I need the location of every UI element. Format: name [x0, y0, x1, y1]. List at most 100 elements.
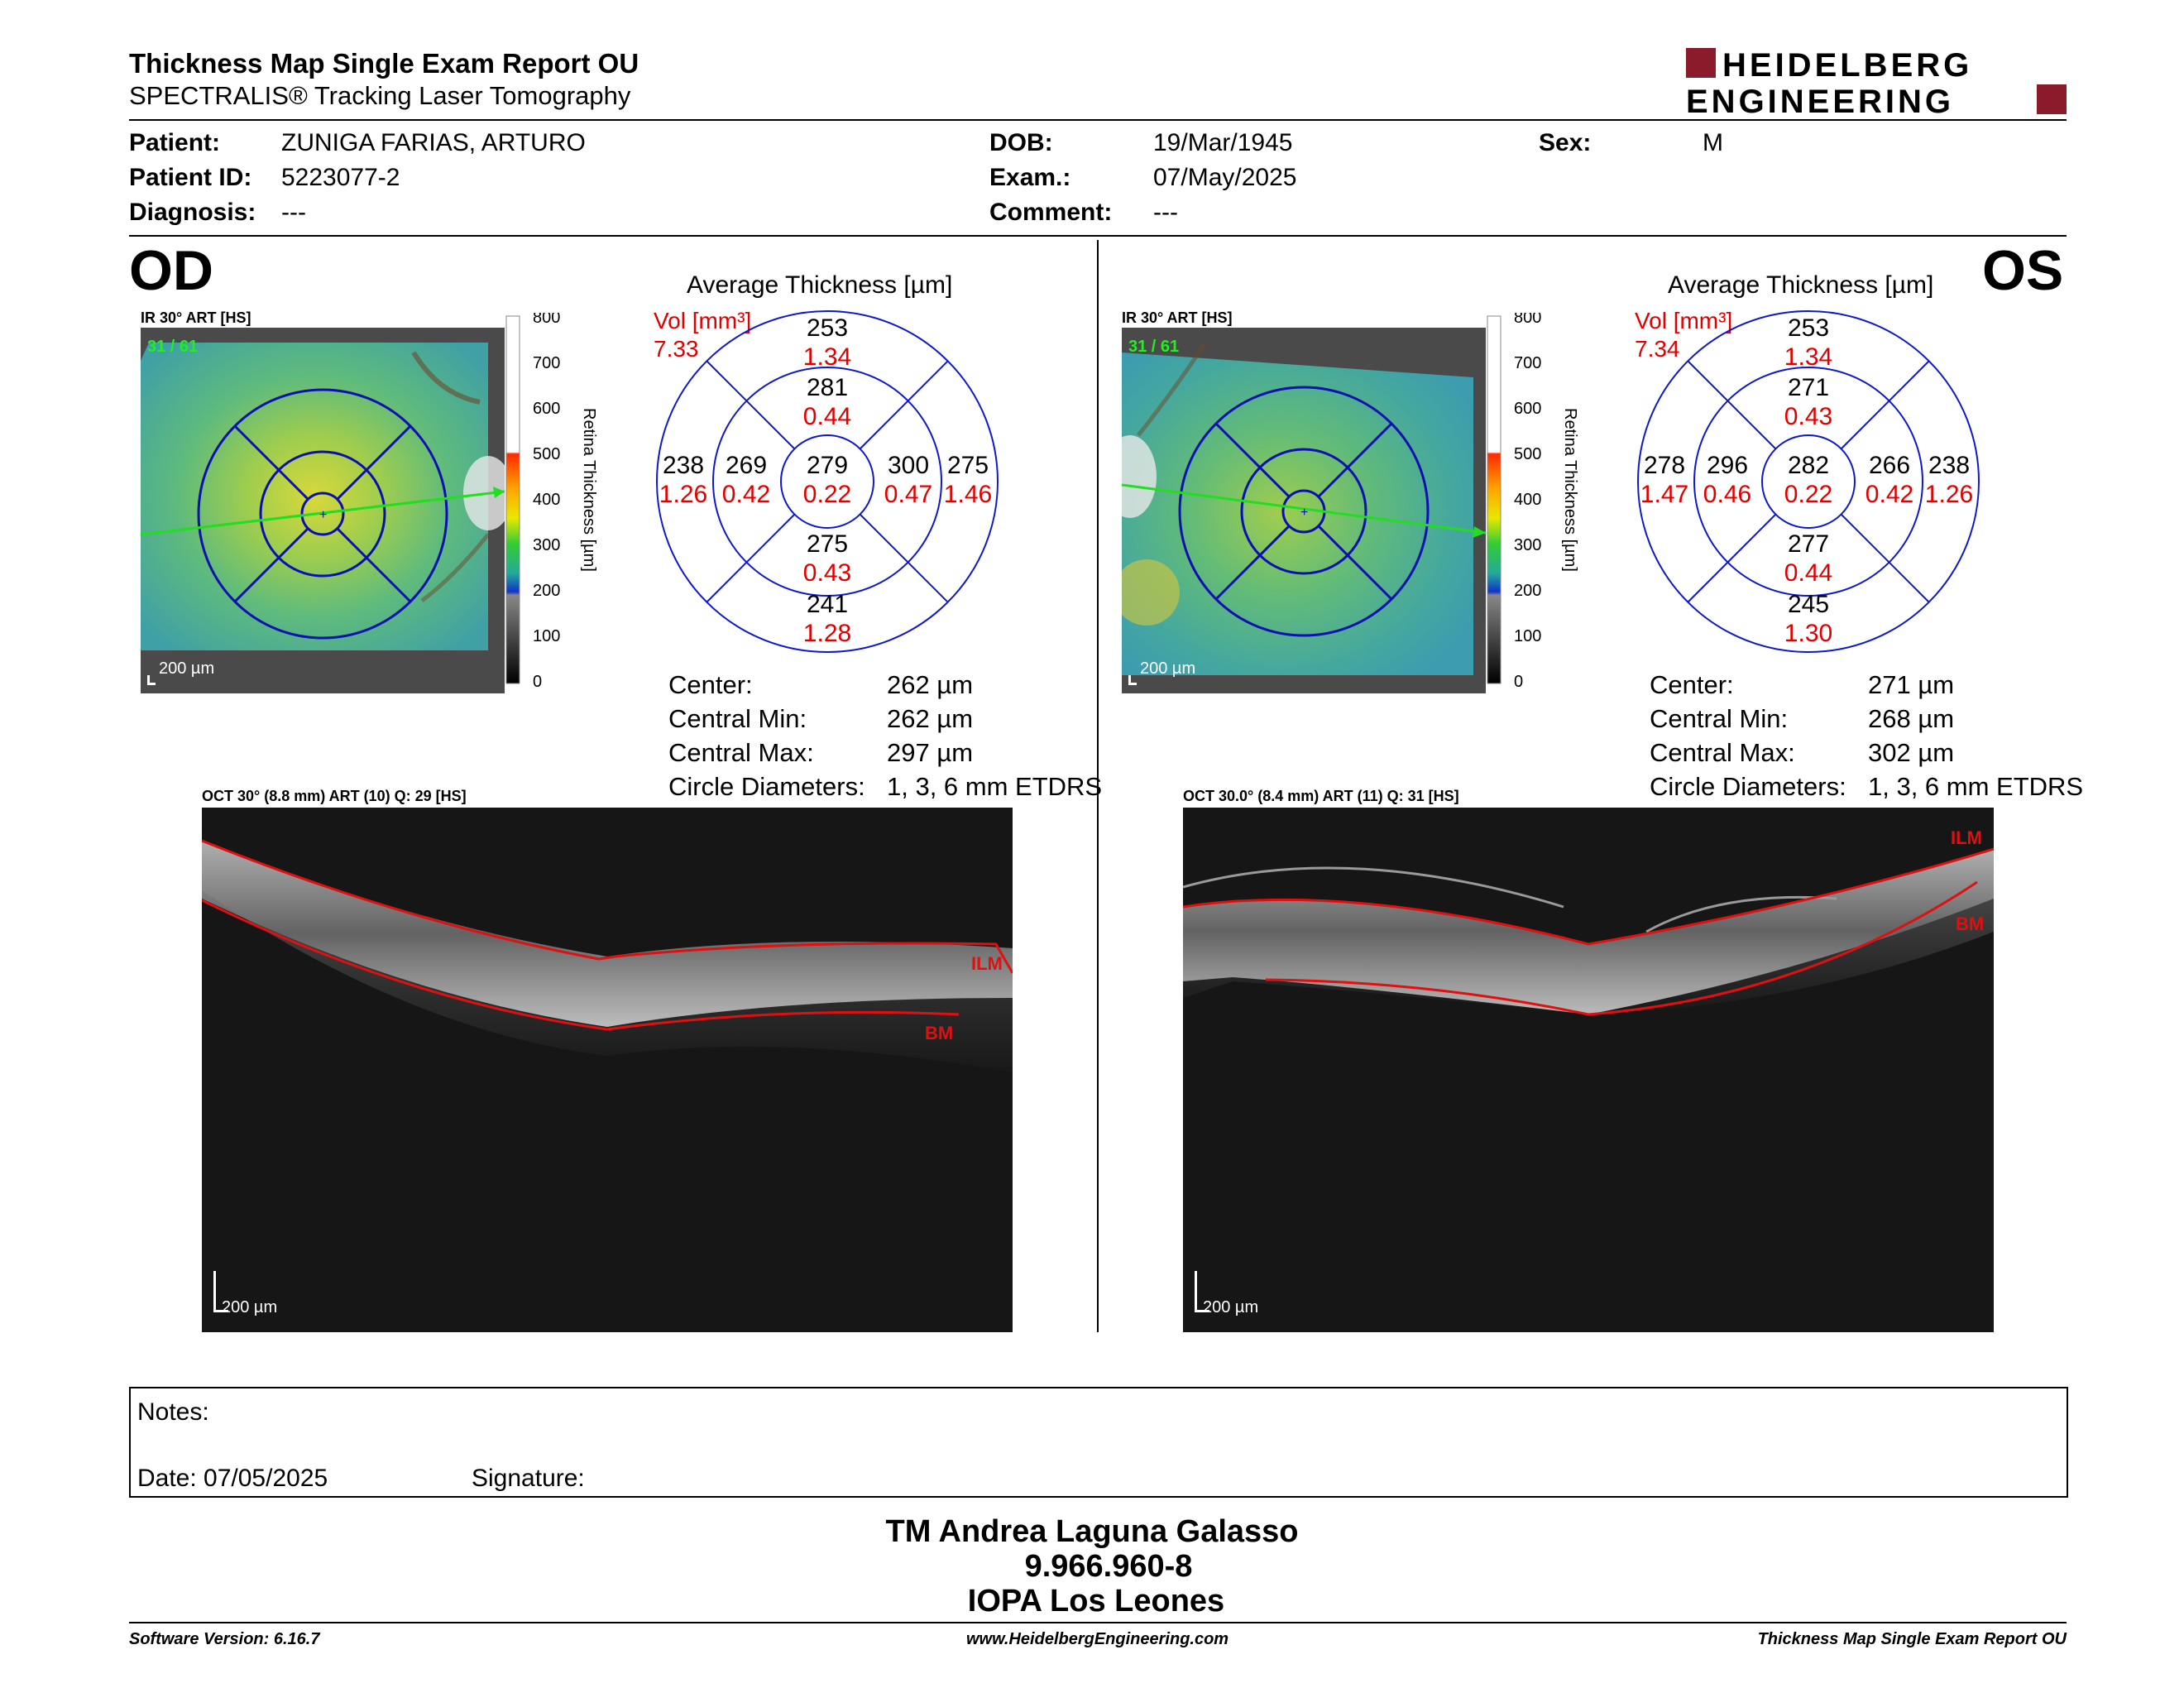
od-vol-value: 7.33 — [654, 336, 699, 362]
os-stat-value: 271 µm — [1868, 670, 1955, 699]
report-subtitle: SPECTRALIS® Tracking Laser Tomography — [129, 81, 631, 110]
od-center-vol: 0.22 — [803, 481, 851, 508]
os-vol-value: 7.34 — [1635, 336, 1680, 362]
software-version: Software Version: 6.16.7 — [129, 1630, 320, 1648]
notes-label: Notes: — [137, 1398, 209, 1426]
heidelberg-logo: HEIDELBERG ENGINEERING — [1686, 47, 2067, 116]
logo-text-1: HEIDELBERG — [1722, 47, 1972, 84]
od-outer-right-vol: 1.46 — [944, 481, 992, 508]
os-inner-sup-thk: 271 — [1788, 374, 1829, 401]
os-outer-right-thk: 238 — [1928, 452, 1970, 479]
os-colorbar: 800 700 600 500 400 300 200 100 0 Retina… — [1487, 313, 1579, 691]
os-cbar-tick: 100 — [1514, 627, 1541, 645]
os-stat-label: Center: — [1650, 670, 1734, 699]
od-outer-left-thk: 238 — [663, 452, 704, 479]
os-outer-right-vol: 1.26 — [1925, 481, 1973, 508]
os-etdrs-grid: 253 1.34 271 0.43 282 0.22 277 0.44 245 … — [1637, 310, 1980, 653]
os-cbar-title: Retina Thickness [µm] — [1561, 408, 1579, 572]
od-colorbar: 800 700 600 500 400 300 200 100 0 Retina… — [505, 313, 598, 691]
os-inner-right-vol: 0.42 — [1866, 481, 1913, 508]
od-stat-label: Central Min: — [668, 704, 807, 733]
os-stat-label: Central Min: — [1650, 704, 1789, 733]
od-cbar-title: Retina Thickness [µm] — [580, 408, 598, 572]
os-oct-bscan: ILM BM 200 µm — [1183, 808, 1994, 1332]
svg-text:+: + — [319, 508, 327, 522]
exam-date: 07/May/2025 — [1153, 164, 1297, 191]
os-cbar-tick: 800 — [1514, 313, 1541, 327]
patient-divider — [129, 235, 2067, 237]
os-inner-inf-thk: 277 — [1788, 530, 1829, 558]
od-stat-value: 1, 3, 6 mm ETDRS — [887, 772, 1103, 801]
od-ir-label: IR 30° ART [HS] — [141, 309, 251, 326]
od-oct-bscan: ILM BM 200 µm — [202, 808, 1013, 1332]
od-cbar-tick: 700 — [533, 354, 560, 372]
od-cbar-tick: 200 — [533, 582, 560, 600]
os-avg-title: Average Thickness [µm] — [1668, 271, 1934, 299]
od-cbar-tick: 800 — [533, 313, 560, 327]
os-stat-label: Circle Diameters: — [1650, 772, 1846, 801]
od-oct-scale: 200 µm — [222, 1298, 277, 1316]
od-stat-label: Center: — [668, 670, 753, 699]
os-outer-left-thk: 278 — [1644, 452, 1685, 479]
os-eye-label: OS — [1982, 239, 2064, 302]
os-bm-label: BM — [1956, 914, 1984, 934]
od-center-thk: 279 — [807, 452, 848, 479]
od-cbar-tick: 300 — [533, 536, 560, 554]
logo-text-2: ENGINEERING — [1686, 84, 1954, 116]
notes-box[interactable]: Notes: Date: 07/05/2025 Signature: — [129, 1387, 2068, 1498]
os-scale-bar: 200 µm — [1140, 659, 1195, 678]
footer-report-name: Thickness Map Single Exam Report OU — [1757, 1630, 2067, 1648]
os-cbar-tick: 600 — [1514, 400, 1541, 418]
od-cbar-tick: 600 — [533, 400, 560, 418]
os-inner-inf-vol: 0.44 — [1784, 559, 1832, 587]
os-cbar-tick: 300 — [1514, 536, 1541, 554]
od-etdrs-grid: 253 1.34 281 0.44 279 0.22 275 0.43 241 … — [656, 310, 999, 653]
od-inner-right-vol: 0.47 — [884, 481, 932, 508]
od-eye-label: OD — [129, 239, 213, 302]
od-oct-label: OCT 30° (8.8 mm) ART (10) Q: 29 [HS] — [202, 788, 467, 804]
patient-label: Patient: — [129, 129, 221, 156]
od-stat-label: Circle Diameters: — [668, 772, 865, 801]
od-inner-left-thk: 269 — [726, 452, 767, 479]
od-cbar-tick: 500 — [533, 445, 560, 463]
os-ir-counter: 31 / 61 — [1128, 338, 1179, 356]
os-stat-value: 302 µm — [1868, 738, 1955, 767]
dob: 19/Mar/1945 — [1153, 129, 1293, 156]
os-cbar-tick: 0 — [1514, 673, 1523, 691]
os-outer-inf-vol: 1.30 — [1784, 620, 1832, 647]
os-outer-sup-thk: 253 — [1788, 314, 1829, 342]
od-cbar-tick: 400 — [533, 491, 560, 509]
od-stat-value: 262 µm — [887, 670, 974, 699]
header-divider — [129, 119, 2067, 121]
od-outer-inf-thk: 241 — [807, 591, 848, 618]
od-ir-counter: 31 / 61 — [147, 338, 198, 356]
patient-id: 5223077-2 — [281, 164, 400, 191]
od-stat-value: 297 µm — [887, 738, 974, 767]
os-outer-sup-vol: 1.34 — [1784, 343, 1832, 371]
diagnosis-label: Diagnosis: — [129, 199, 256, 226]
od-outer-sup-vol: 1.34 — [803, 343, 851, 371]
os-center-thk: 282 — [1788, 452, 1829, 479]
od-inner-inf-thk: 275 — [807, 530, 848, 558]
sex-label: Sex: — [1539, 129, 1592, 156]
os-outer-left-vol: 1.47 — [1640, 481, 1688, 508]
os-thickness-map: + 31 / 61 200 µm — [1122, 328, 1486, 693]
os-stat-value: 268 µm — [1868, 704, 1955, 733]
patient-id-label: Patient ID: — [129, 164, 252, 191]
signer-name: TM Andrea Laguna Galasso — [885, 1514, 1299, 1549]
eye-divider — [1097, 240, 1099, 1332]
os-stat-value: 1, 3, 6 mm ETDRS — [1868, 772, 2084, 801]
comment: --- — [1153, 199, 1178, 226]
report-title: Thickness Map Single Exam Report OU — [129, 48, 639, 79]
od-outer-left-vol: 1.26 — [659, 481, 707, 508]
os-stat-label: Central Max: — [1650, 738, 1795, 767]
os-ilm-label: ILM — [1951, 827, 1982, 848]
website-link[interactable]: www.HeidelbergEngineering.com — [966, 1630, 1229, 1648]
os-oct-label: OCT 30.0° (8.4 mm) ART (11) Q: 31 [HS] — [1183, 788, 1459, 804]
os-vol-label: Vol [mm³] — [1635, 308, 1733, 333]
os-cbar-tick: 200 — [1514, 582, 1541, 600]
od-stat-value: 262 µm — [887, 704, 974, 733]
svg-text:+: + — [1300, 506, 1308, 520]
patient-name: ZUNIGA FARIAS, ARTURO — [281, 129, 586, 156]
signer-org: IOPA Los Leones — [967, 1584, 1225, 1618]
